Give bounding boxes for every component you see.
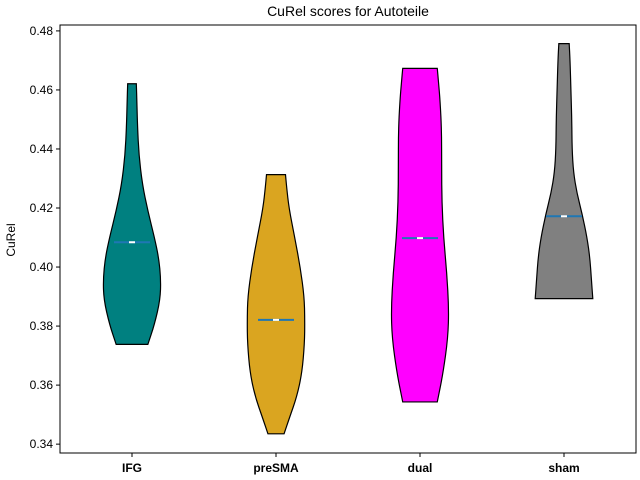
y-tick-label: 0.42 — [30, 201, 54, 215]
violin-presma — [246, 174, 306, 435]
violin-ifg — [102, 83, 162, 345]
plot-frame — [59, 24, 637, 454]
x-tick-label-presma: preSMA — [253, 461, 299, 475]
violins-group — [102, 43, 594, 435]
y-tick-label: 0.40 — [30, 260, 54, 274]
y-tick-label: 0.36 — [30, 378, 54, 392]
chart-title: CuRel scores for Autoteile — [267, 3, 429, 19]
y-tick-label: 0.48 — [30, 24, 54, 38]
y-axis-label: CuRel — [4, 223, 18, 256]
violin-dual — [390, 67, 450, 403]
violin-sham — [534, 43, 594, 300]
y-tick-label: 0.38 — [30, 319, 54, 333]
y-tick-label: 0.44 — [30, 142, 54, 156]
x-tick-label-sham: sham — [548, 461, 579, 475]
y-axis-ticks: 0.34 0.36 0.38 0.40 0.42 0.44 0.46 0.48 — [30, 24, 60, 451]
x-tick-label-ifg: IFG — [122, 461, 142, 475]
x-tick-label-dual: dual — [408, 461, 433, 475]
y-tick-label: 0.34 — [30, 437, 54, 451]
x-axis-ticks: IFG preSMA dual sham — [122, 453, 580, 475]
y-tick-label: 0.46 — [30, 83, 54, 97]
